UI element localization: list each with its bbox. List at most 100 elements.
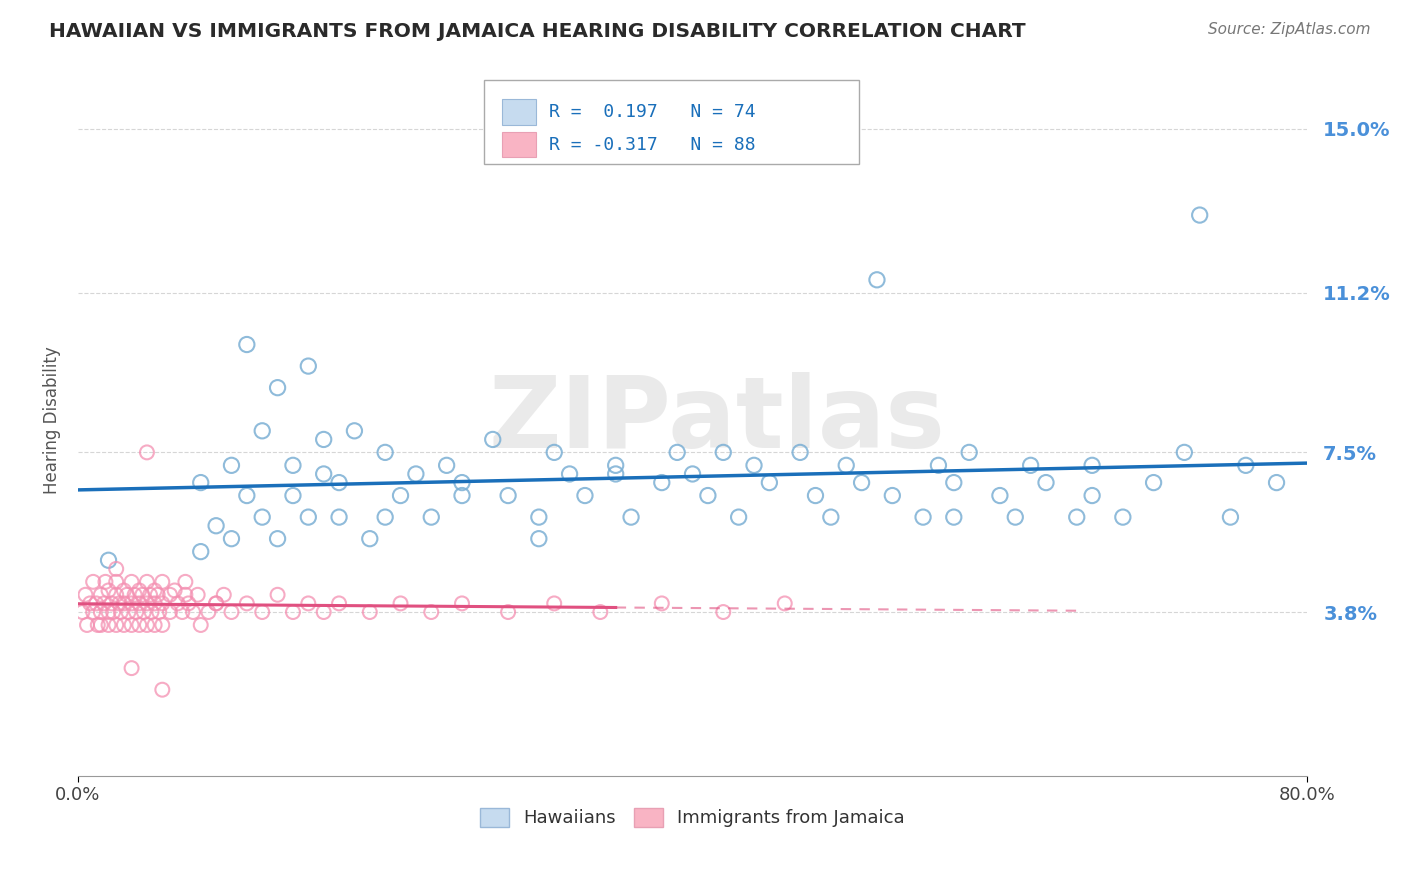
- Point: [436, 458, 458, 473]
- Point: [312, 433, 335, 447]
- Point: [1004, 510, 1026, 524]
- Point: [190, 475, 212, 490]
- Point: [281, 458, 304, 473]
- Point: [112, 618, 135, 632]
- Point: [927, 458, 949, 473]
- Point: [389, 596, 412, 610]
- Point: [128, 618, 150, 632]
- Point: [148, 605, 170, 619]
- Point: [236, 489, 259, 503]
- Point: [174, 574, 197, 589]
- Point: [374, 510, 396, 524]
- Point: [94, 574, 117, 589]
- Point: [132, 605, 155, 619]
- Point: [141, 605, 163, 619]
- Point: [101, 605, 124, 619]
- Point: [205, 596, 228, 610]
- Point: [72, 605, 94, 619]
- Point: [84, 596, 107, 610]
- Point: [374, 445, 396, 459]
- Point: [150, 682, 173, 697]
- Point: [97, 583, 120, 598]
- Point: [266, 381, 288, 395]
- Point: [328, 596, 350, 610]
- Point: [221, 532, 243, 546]
- Text: Source: ZipAtlas.com: Source: ZipAtlas.com: [1208, 22, 1371, 37]
- Point: [312, 467, 335, 481]
- Point: [100, 596, 122, 610]
- Point: [150, 618, 173, 632]
- Point: [205, 596, 228, 610]
- Point: [773, 596, 796, 610]
- Point: [1219, 510, 1241, 524]
- Point: [136, 618, 159, 632]
- Point: [527, 510, 550, 524]
- Point: [112, 583, 135, 598]
- Point: [221, 605, 243, 619]
- Point: [266, 588, 288, 602]
- Point: [110, 605, 132, 619]
- Point: [97, 553, 120, 567]
- Point: [543, 596, 565, 610]
- Point: [121, 574, 143, 589]
- Point: [163, 583, 186, 598]
- Point: [297, 510, 319, 524]
- Point: [250, 424, 273, 438]
- Point: [150, 596, 173, 610]
- Point: [236, 596, 259, 610]
- Point: [76, 618, 98, 632]
- Text: R = -0.317   N = 88: R = -0.317 N = 88: [548, 136, 755, 153]
- Point: [266, 532, 288, 546]
- Point: [1265, 475, 1288, 490]
- Point: [696, 489, 718, 503]
- Point: [97, 618, 120, 632]
- Point: [131, 588, 153, 602]
- Point: [146, 588, 169, 602]
- Legend: Hawaiians, Immigrants from Jamaica: Hawaiians, Immigrants from Jamaica: [472, 800, 912, 835]
- Point: [190, 618, 212, 632]
- Point: [181, 605, 204, 619]
- Point: [451, 489, 474, 503]
- Point: [221, 458, 243, 473]
- Point: [651, 596, 673, 610]
- Point: [159, 588, 181, 602]
- Point: [589, 605, 612, 619]
- Point: [121, 596, 143, 610]
- Point: [543, 445, 565, 459]
- Point: [957, 445, 980, 459]
- Point: [804, 489, 827, 503]
- Point: [197, 605, 219, 619]
- Point: [105, 588, 128, 602]
- Bar: [502, 99, 536, 125]
- Point: [121, 661, 143, 675]
- Point: [389, 489, 412, 503]
- Point: [451, 596, 474, 610]
- Point: [90, 618, 112, 632]
- Point: [117, 605, 139, 619]
- Point: [481, 433, 503, 447]
- Point: [574, 489, 596, 503]
- Point: [177, 596, 200, 610]
- Point: [97, 605, 120, 619]
- Point: [250, 510, 273, 524]
- Point: [605, 467, 627, 481]
- Point: [205, 518, 228, 533]
- Point: [82, 605, 104, 619]
- Point: [87, 618, 110, 632]
- Point: [79, 596, 101, 610]
- Point: [527, 532, 550, 546]
- Point: [1188, 208, 1211, 222]
- Point: [93, 596, 115, 610]
- Point: [136, 574, 159, 589]
- Point: [835, 458, 858, 473]
- Point: [1112, 510, 1135, 524]
- Point: [121, 618, 143, 632]
- Point: [174, 588, 197, 602]
- Point: [297, 359, 319, 373]
- Point: [143, 596, 166, 610]
- Text: R =  0.197   N = 74: R = 0.197 N = 74: [548, 103, 755, 120]
- Point: [115, 588, 138, 602]
- Point: [1234, 458, 1257, 473]
- Point: [250, 605, 273, 619]
- Point: [136, 596, 159, 610]
